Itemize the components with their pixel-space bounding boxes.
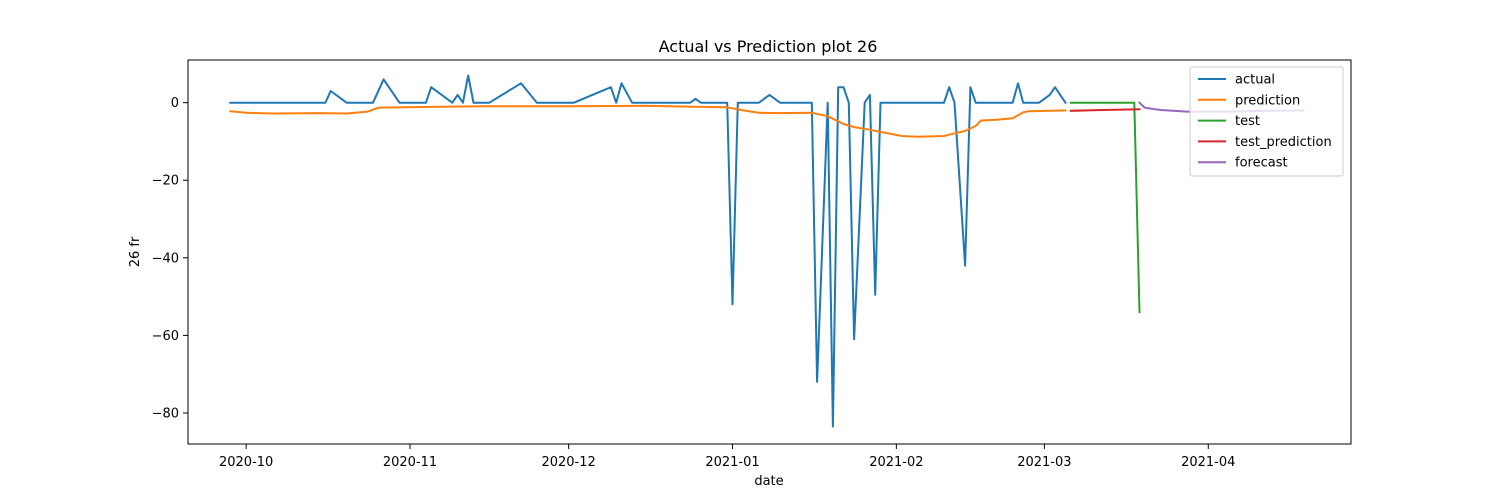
legend-label-test-prediction: test_prediction — [1235, 135, 1332, 150]
y-axis-ticks: 0 −20 −40 −60 −80 — [152, 96, 188, 421]
y-tick-label: 0 — [171, 96, 179, 111]
x-tick-label: 2020-12 — [541, 455, 595, 470]
x-tick-label: 2020-10 — [219, 455, 273, 470]
series-line-actual — [229, 74, 1067, 428]
legend-box — [1189, 66, 1344, 177]
y-tick-label: −80 — [152, 406, 179, 421]
x-tick-label: 2021-03 — [1017, 455, 1071, 470]
chart-title: Actual vs Prediction plot 26 — [659, 37, 878, 56]
legend-label-test: test — [1235, 114, 1260, 129]
x-axis-ticks: 2020-10 2020-11 2020-12 2021-01 2021-02 2021-… — [219, 444, 1235, 470]
legend-label-prediction: prediction — [1235, 93, 1300, 108]
legend-label-actual: actual — [1235, 73, 1275, 88]
series-line-prediction — [229, 104, 1067, 138]
legend-label-forecast: forecast — [1235, 156, 1288, 171]
legend: actual prediction test test_predictionforec… — [1189, 66, 1344, 177]
x-tick-label: 2020-11 — [383, 455, 437, 470]
x-axis-label: date — [754, 474, 783, 489]
y-tick-label: −60 — [152, 329, 179, 344]
series-line-test-prediction — [1069, 108, 1141, 112]
y-tick-label: −20 — [152, 174, 179, 189]
x-tick-label: 2021-04 — [1181, 455, 1235, 470]
series-lines — [229, 74, 1305, 428]
x-tick-label: 2021-02 — [869, 455, 923, 470]
y-tick-label: −40 — [152, 251, 179, 266]
y-axis-label: 26 fr — [128, 236, 143, 267]
series-line-test — [1069, 101, 1141, 314]
x-tick-label: 2021-01 — [705, 455, 759, 470]
plot-frame — [187, 59, 1352, 445]
